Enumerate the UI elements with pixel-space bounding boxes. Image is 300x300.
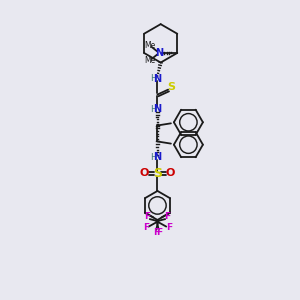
Text: H: H (150, 153, 157, 162)
Text: S: S (153, 167, 162, 180)
Text: F: F (143, 223, 149, 232)
Text: F: F (156, 228, 162, 237)
Text: F: F (166, 223, 172, 232)
Text: O: O (140, 169, 149, 178)
Text: F: F (153, 228, 159, 237)
Text: Me: Me (144, 56, 155, 65)
Text: O: O (166, 169, 175, 178)
Text: H: H (150, 74, 157, 83)
Text: N: N (155, 48, 163, 58)
Text: S: S (167, 82, 175, 92)
Text: H: H (150, 105, 157, 114)
Text: Me: Me (144, 41, 155, 50)
Text: F: F (164, 212, 170, 221)
Text: N: N (153, 104, 161, 115)
Text: F: F (145, 212, 151, 221)
Text: N: N (153, 152, 161, 163)
Text: N: N (153, 74, 161, 83)
